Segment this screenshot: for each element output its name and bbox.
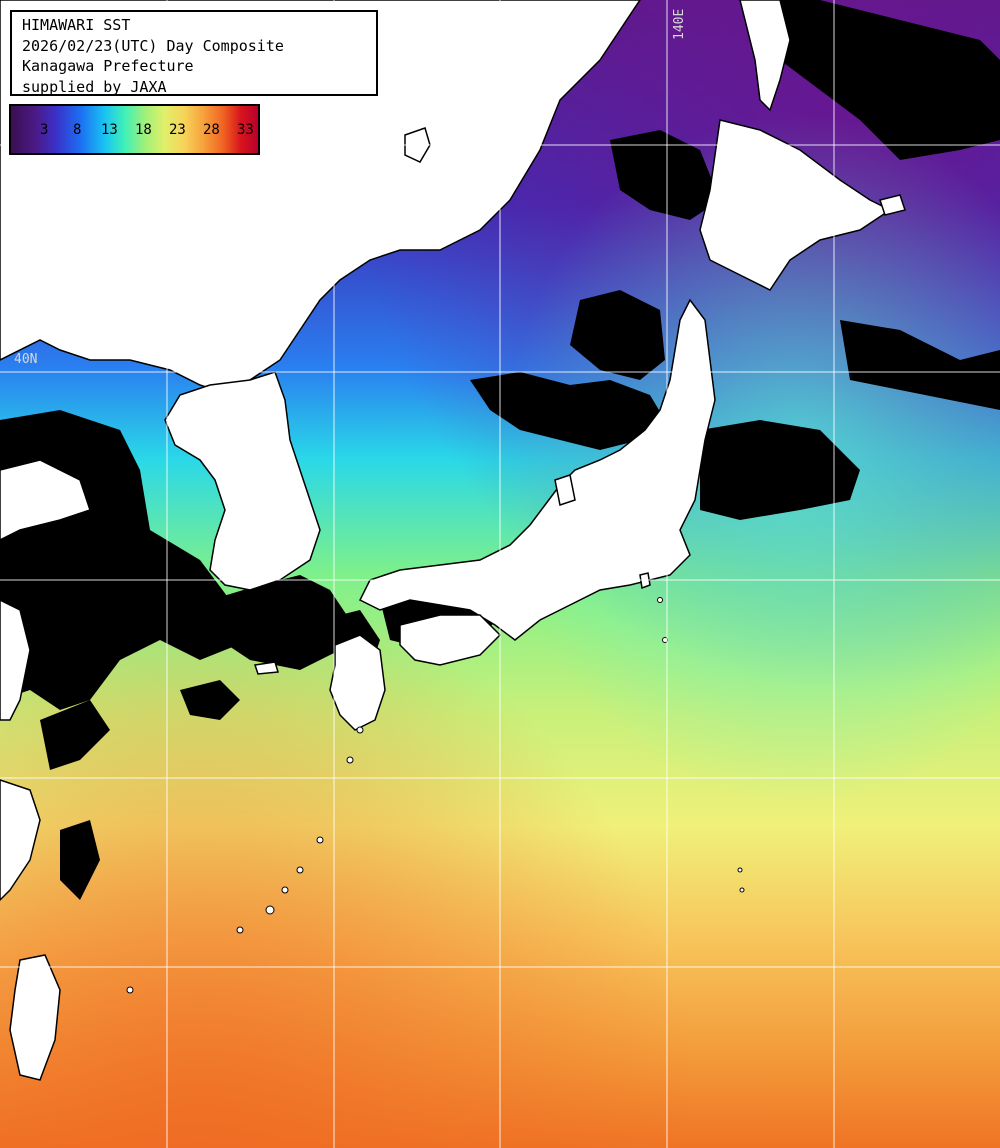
cloud-mask-kuril <box>840 320 1000 410</box>
island-ogasawara-1 <box>737 867 743 873</box>
title-line-prefecture: Kanagawa Prefecture <box>22 57 194 75</box>
island-ogasawara-2 <box>739 887 745 893</box>
land-shikoku <box>399 614 502 666</box>
land-hokkaido <box>699 119 892 291</box>
cloud-mask-okhotsk <box>760 0 1000 160</box>
legend-tick-3: 3 <box>40 122 49 138</box>
island-izu-2 <box>657 597 663 603</box>
land-china-coast <box>0 599 31 721</box>
lon-label-140e: 140E <box>672 8 687 40</box>
land-china-north <box>0 0 641 396</box>
legend-tick-33: 33 <box>237 122 254 138</box>
cloud-mask-sea-of-japan-east <box>470 372 665 450</box>
cloud-mask-pacific-tohoku <box>700 420 860 520</box>
land-korea <box>164 371 321 591</box>
legend-tick-28: 28 <box>203 122 220 138</box>
land-honshu <box>358 298 716 641</box>
land-masses <box>0 0 906 1081</box>
island-amami <box>346 756 354 764</box>
island-ryukyu-1 <box>296 866 304 874</box>
legend-tick-23: 23 <box>169 122 186 138</box>
title-box: HIMAWARI SST 2026/02/23(UTC) Day Composi… <box>10 10 378 96</box>
cloud-mask-ryukyu <box>60 820 100 900</box>
land-noto <box>554 474 576 506</box>
land-kyushu <box>329 634 386 731</box>
title-line-product: HIMAWARI SST <box>22 16 131 34</box>
cloud-mask-hokkaido-north <box>610 130 720 220</box>
land-jeju <box>254 661 279 675</box>
land-china-south <box>0 779 41 902</box>
island-ryukyu-5 <box>316 836 324 844</box>
island-ryukyu-2 <box>281 886 289 894</box>
legend-tick-13: 13 <box>101 122 118 138</box>
title-line-supplier: supplied by JAXA <box>22 77 167 96</box>
legend-tick-labels: 3 8 13 18 23 28 33 <box>11 106 258 153</box>
cloud-mask-tsugaru <box>570 290 665 380</box>
temperature-color-legend: 3 8 13 18 23 28 33 <box>9 104 260 155</box>
small-islands <box>126 597 745 994</box>
land-sakhalin <box>739 0 791 112</box>
land-china-east <box>0 459 91 541</box>
cloud-mask-kyushu-west <box>180 680 240 720</box>
title-line-date: 2026/02/23(UTC) Day Composite <box>22 36 284 55</box>
island-tanegashima <box>356 726 364 734</box>
lat-label-40n: 40N <box>14 352 38 367</box>
cloud-mask-south-korea <box>210 575 350 670</box>
island-ryukyu-4 <box>236 926 244 934</box>
land-kurile-1 <box>879 194 906 216</box>
legend-tick-8: 8 <box>73 122 82 138</box>
legend-tick-18: 18 <box>135 122 152 138</box>
island-sakishima <box>126 986 134 994</box>
cloud-mask-east-china-sea <box>40 700 110 770</box>
island-ryukyu-3 <box>265 905 275 915</box>
